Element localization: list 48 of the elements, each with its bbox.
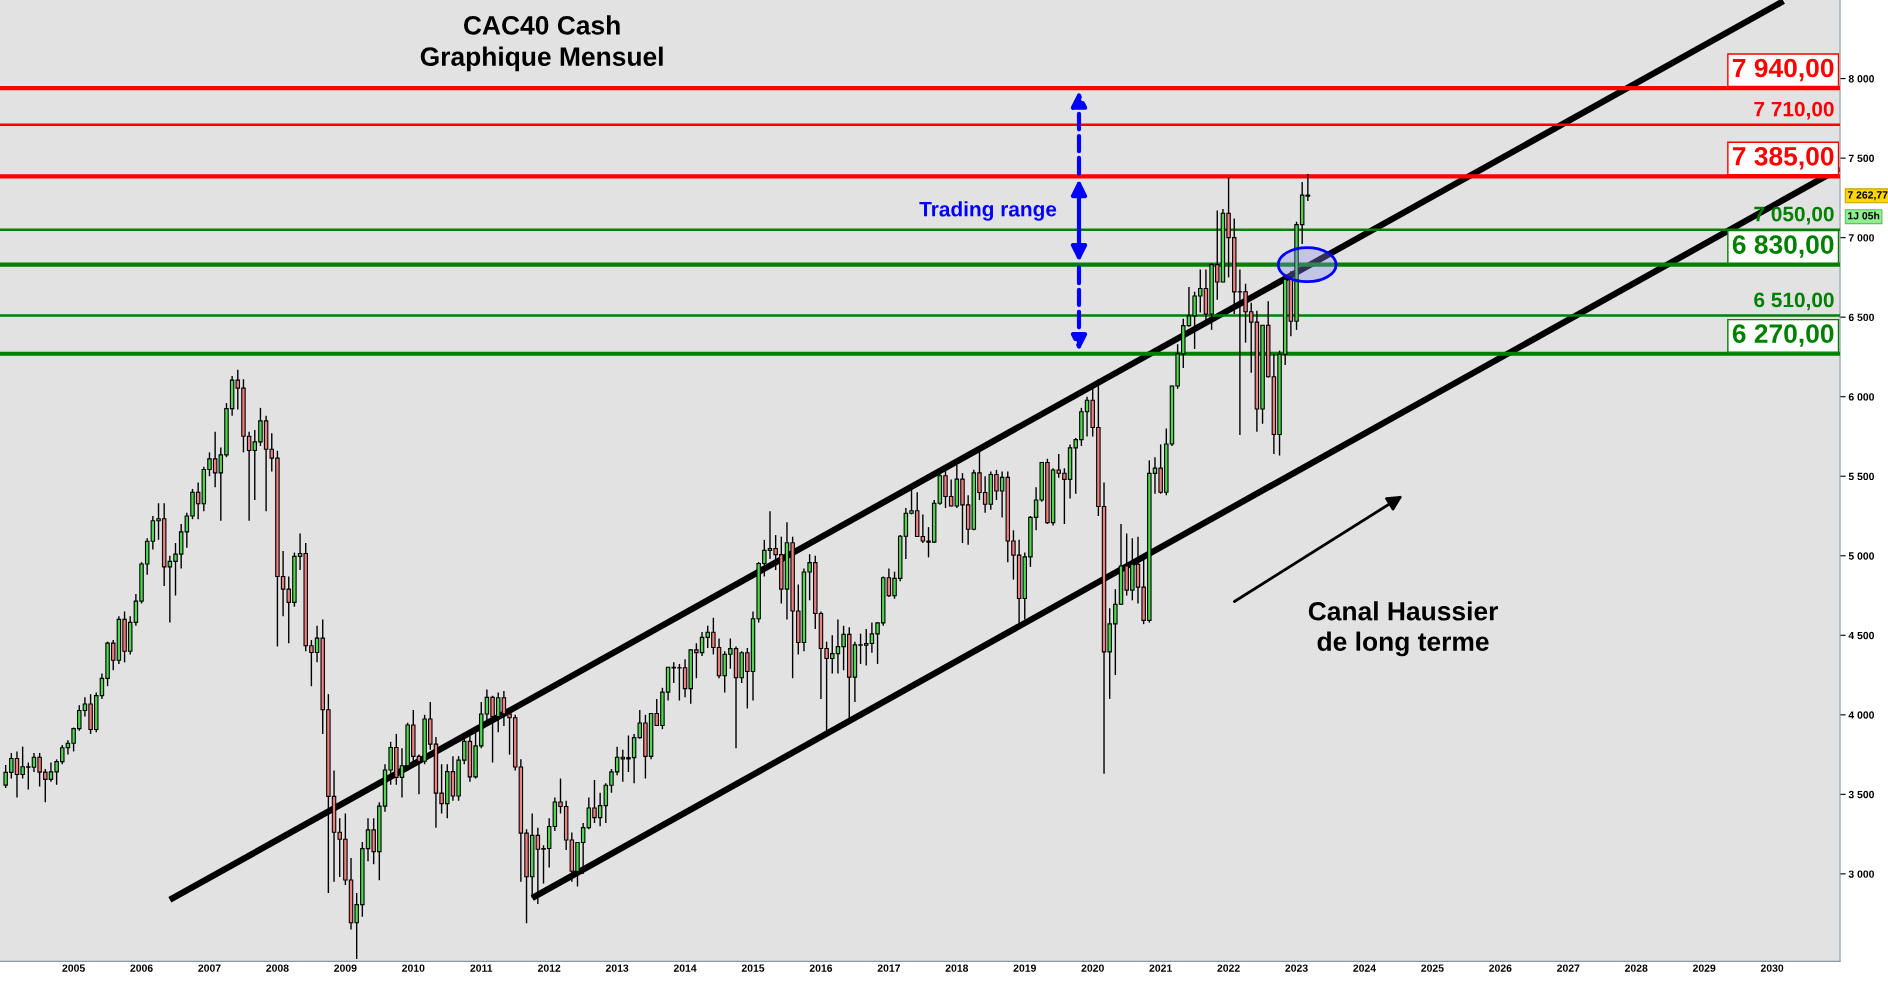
x-tick-label: 2019 <box>1013 964 1036 972</box>
y-tick-label: 6 500 <box>1848 313 1875 322</box>
x-tick-label: 2023 <box>1285 964 1308 972</box>
ref-line-label: 7 710,00 <box>1754 101 1834 120</box>
x-tick-label: 2015 <box>741 964 765 972</box>
text: 1J 05h <box>1848 211 1880 220</box>
x-tick-label: 2027 <box>1557 964 1580 972</box>
annotation: Canal Haussier de long terme <box>1308 601 1498 657</box>
text: CAC40 Cash Graphique Mensuel <box>420 15 663 72</box>
y-tick-label: 7 000 <box>1848 234 1875 242</box>
x-tick-label: 2017 <box>877 964 901 972</box>
text: 7 262,77 <box>1847 191 1888 201</box>
x-tick-label: 2009 <box>334 964 357 972</box>
x-tick-label: 2012 <box>537 964 561 972</box>
ref-line-label: 6 270,00 <box>1732 324 1834 347</box>
x-tick-label: 2005 <box>62 964 85 972</box>
x-tick-label: 2014 <box>673 964 697 972</box>
ref-line-label: 6 510,00 <box>1754 292 1834 311</box>
y-tick-label: 4 500 <box>1848 631 1875 640</box>
x-tick-label: 2010 <box>402 964 425 972</box>
x-tick-label: 2024 <box>1353 964 1376 972</box>
x-tick-label: 2022 <box>1217 964 1240 972</box>
x-tick-label: 2006 <box>130 964 153 972</box>
ref-line-label: 6 830,00 <box>1732 235 1834 258</box>
y-tick-label: 4 000 <box>1848 711 1875 719</box>
x-tick-label: 2007 <box>198 964 221 972</box>
x-tick-label: 2011 <box>470 964 493 972</box>
ref-line-label: 7 385,00 <box>1732 146 1834 170</box>
y-tick-label: 3 500 <box>1848 790 1875 799</box>
x-tick-label: 2008 <box>266 964 289 972</box>
x-tick-label: 2020 <box>1081 964 1104 972</box>
x-tick-label: 2029 <box>1692 964 1716 972</box>
y-tick-label: 3 000 <box>1848 870 1875 878</box>
x-tick-label: 2021 <box>1149 964 1172 972</box>
x-tick-label: 2013 <box>605 964 629 972</box>
x-tick-label: 2030 <box>1760 964 1784 972</box>
x-tick-label: 2016 <box>809 964 833 972</box>
y-tick-label: 5 000 <box>1848 552 1875 560</box>
y-tick-label: 8 000 <box>1848 75 1875 83</box>
x-tick-label: 2018 <box>945 964 969 972</box>
x-tick-label: 2025 <box>1421 964 1444 972</box>
y-tick-label: 6 000 <box>1848 393 1875 401</box>
annotation: Trading range <box>919 201 1057 221</box>
ref-line-label: 7 940,00 <box>1732 58 1834 82</box>
x-tick-label: 2026 <box>1489 964 1512 972</box>
x-tick-label: 2028 <box>1625 964 1648 972</box>
y-tick-label: 7 500 <box>1848 154 1875 162</box>
y-tick-label: 5 500 <box>1848 472 1875 481</box>
